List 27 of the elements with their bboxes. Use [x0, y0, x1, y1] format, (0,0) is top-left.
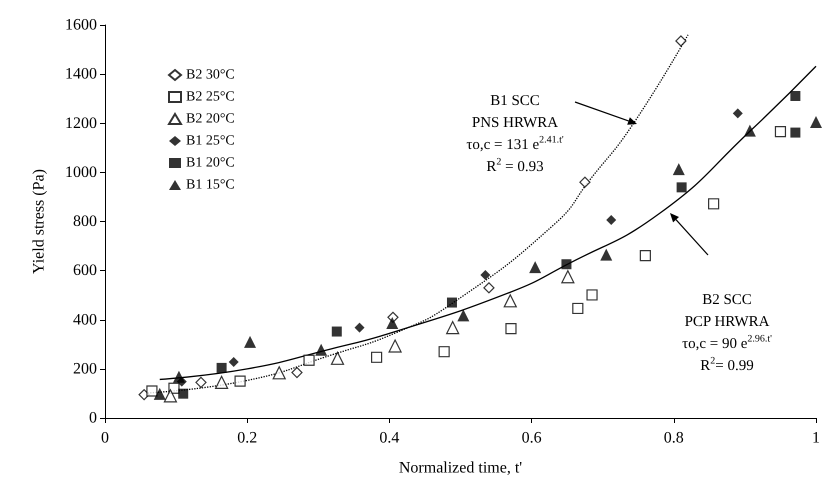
legend-label: B2 20°C [186, 112, 235, 126]
y-tick-label: 0 [89, 410, 97, 426]
y-tick-label: 800 [73, 213, 97, 230]
legend-label: B1 15°C [186, 178, 235, 192]
x-tick-label: 0.4 [379, 430, 400, 446]
annotation: PNS HRWRA [472, 115, 558, 131]
x-tick-label: 0.2 [237, 430, 258, 446]
legend-label: B2 25°C [186, 90, 235, 104]
y-tick-label: 600 [73, 262, 97, 280]
y-tick-label: 1600 [65, 16, 97, 34]
y-tick-label: 1400 [65, 66, 97, 83]
x-axis-title: Normalized time, t' [398, 460, 522, 476]
legend-label: B1 25°C [186, 134, 235, 148]
legend-label: B2 30°C [186, 68, 235, 82]
x-tick-label: 0 [101, 430, 109, 446]
x-tick-label: 0.6 [522, 430, 542, 446]
x-tick-label: 1 [812, 430, 820, 446]
annotation: B2 SCC [702, 292, 752, 308]
annotation: PCP HRWRA [684, 314, 770, 330]
y-tick-label: 1200 [65, 114, 97, 132]
y-tick-label: 1000 [65, 164, 97, 181]
x-tick-label: 0.8 [664, 430, 684, 446]
annotation: B1 SCC [490, 93, 540, 109]
legend-label: B1 20°C [186, 156, 235, 170]
y-axis-title: Yield stress (Pa) [30, 169, 48, 274]
y-tick-label: 200 [73, 360, 97, 378]
y-tick-label: 400 [73, 311, 97, 328]
